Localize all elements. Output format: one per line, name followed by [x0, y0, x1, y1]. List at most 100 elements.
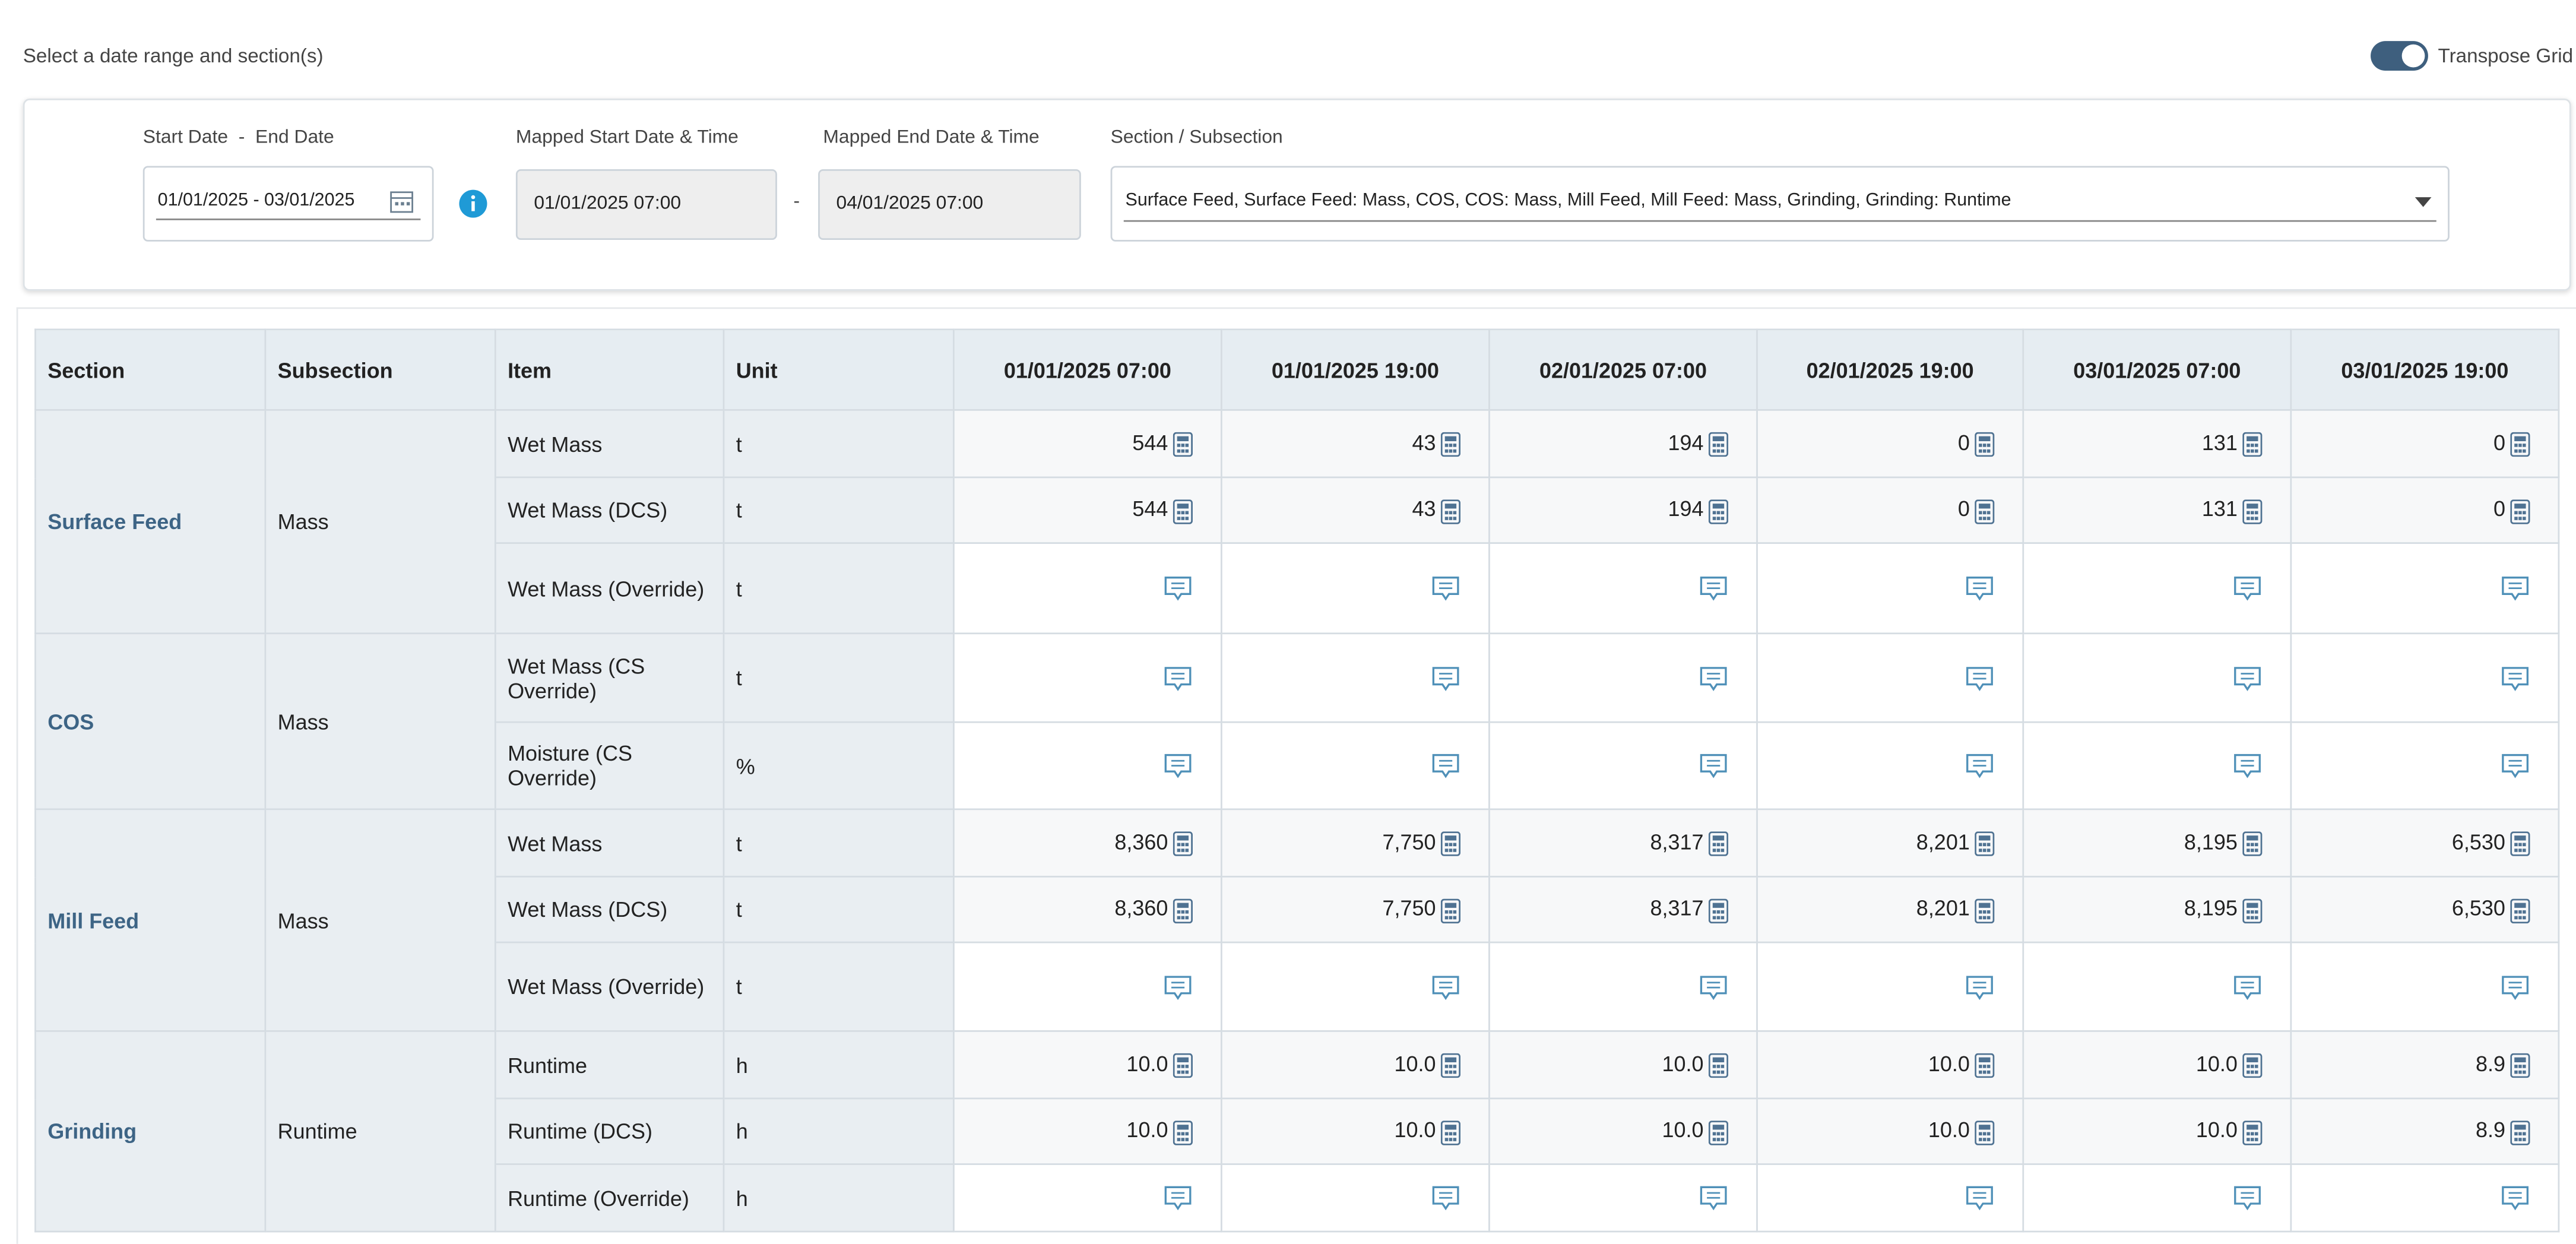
column-header: 01/01/2025 07:00 — [952, 328, 1222, 411]
calculator-icon[interactable] — [1440, 831, 1461, 856]
calculator-icon[interactable] — [1173, 1053, 1193, 1078]
calculator-icon[interactable] — [1975, 1053, 1995, 1078]
value-cell: 10.0 — [2022, 1030, 2292, 1100]
value: 7,750 — [1382, 830, 1436, 854]
calculator-icon[interactable] — [2242, 1119, 2263, 1145]
calculator-icon[interactable] — [1173, 432, 1193, 457]
comment-icon[interactable] — [1965, 753, 1995, 779]
comment-icon[interactable] — [1431, 1185, 1460, 1211]
value-cell: 7,750 — [1221, 875, 1490, 944]
comment-icon[interactable] — [1431, 665, 1460, 691]
data-grid: Section Subsection Item Unit 01/01/2025 07:0… — [34, 328, 2560, 1233]
calculator-icon[interactable] — [1440, 898, 1461, 923]
comment-icon[interactable] — [1163, 1185, 1193, 1211]
comment-icon[interactable] — [1965, 1185, 1995, 1211]
comment-icon[interactable] — [2233, 1185, 2263, 1211]
calculator-icon[interactable] — [1708, 432, 1729, 457]
comment-icon[interactable] — [1965, 665, 1995, 691]
calculator-icon[interactable] — [2242, 432, 2263, 457]
value: 10.0 — [1928, 1118, 1970, 1143]
calendar-icon — [390, 191, 413, 213]
item-cell: Runtime (Override) — [494, 1163, 725, 1233]
comment-icon[interactable] — [1163, 753, 1193, 779]
comment-icon[interactable] — [2501, 1185, 2530, 1211]
calculator-icon[interactable] — [1440, 432, 1461, 457]
comment-icon[interactable] — [2501, 575, 2530, 602]
comment-icon[interactable] — [1699, 1185, 1728, 1211]
item-cell: Wet Mass (DCS) — [494, 476, 725, 544]
calculator-icon[interactable] — [2510, 831, 2530, 856]
calculator-icon[interactable] — [1173, 1119, 1193, 1145]
value: 194 — [1668, 430, 1704, 455]
calculator-icon[interactable] — [1975, 498, 1995, 524]
comment-icon[interactable] — [2501, 753, 2530, 779]
calculator-icon[interactable] — [1975, 1119, 1995, 1145]
mapped-start-label: Mapped Start Date & Time — [515, 128, 739, 148]
column-header: Unit — [723, 328, 955, 411]
calculator-icon[interactable] — [1440, 1119, 1461, 1145]
column-header: Item — [494, 328, 725, 411]
value-cell: 8.9 — [2290, 1097, 2560, 1165]
comment-icon[interactable] — [1431, 974, 1460, 1000]
value-cell — [1756, 542, 2024, 635]
comment-icon[interactable] — [2501, 665, 2530, 691]
value: 43 — [1412, 496, 1436, 522]
value: 04/01/2025 07:00 — [836, 194, 984, 214]
data-row: Mill Feed Mass Wet Mass t 8,360 7,750 8,317 8,2… — [34, 808, 2560, 1032]
unit-cell: t — [723, 808, 955, 878]
value-cell: 10.0 — [1488, 1030, 1758, 1100]
calculator-icon[interactable] — [1440, 1053, 1461, 1078]
comment-icon[interactable] — [1699, 753, 1728, 779]
calculator-icon[interactable] — [1173, 898, 1193, 923]
section-select[interactable]: Surface Feed, Surface Feed: Mass, COS, C… — [1110, 166, 2450, 242]
transpose-toggle[interactable] — [2371, 41, 2428, 71]
calculator-icon[interactable] — [2510, 1053, 2530, 1078]
header-row: Section Subsection Item Unit 01/01/2025 07:0… — [34, 328, 2560, 411]
comment-icon[interactable] — [1965, 974, 1995, 1000]
value-cell: 10.0 — [1488, 1097, 1758, 1165]
info-icon[interactable] — [458, 189, 488, 219]
comment-icon[interactable] — [1431, 753, 1460, 779]
comment-icon[interactable] — [2501, 974, 2530, 1000]
calculator-icon[interactable] — [1440, 498, 1461, 524]
comment-icon[interactable] — [2233, 974, 2263, 1000]
comment-icon[interactable] — [2233, 575, 2263, 602]
value-cell — [1488, 721, 1758, 811]
comment-icon[interactable] — [2233, 753, 2263, 779]
value: 0 — [2493, 430, 2505, 455]
calculator-icon[interactable] — [1708, 498, 1729, 524]
calculator-icon[interactable] — [2510, 898, 2530, 923]
comment-icon[interactable] — [1699, 974, 1728, 1000]
comment-icon[interactable] — [1431, 575, 1460, 602]
calculator-icon[interactable] — [1708, 1053, 1729, 1078]
comment-icon[interactable] — [1699, 665, 1728, 691]
calculator-icon[interactable] — [1173, 498, 1193, 524]
calculator-icon[interactable] — [2510, 432, 2530, 457]
mapped-start: 01/01/2025 07:00 — [515, 169, 777, 240]
column-header: 02/01/2025 07:00 — [1488, 328, 1758, 411]
calculator-icon[interactable] — [1975, 898, 1995, 923]
calculator-icon[interactable] — [1975, 432, 1995, 457]
calculator-icon[interactable] — [2242, 898, 2263, 923]
comment-icon[interactable] — [1163, 575, 1193, 602]
calculator-icon[interactable] — [2242, 1053, 2263, 1078]
value-cell — [1756, 632, 2024, 723]
comment-icon[interactable] — [1163, 665, 1193, 691]
unit-cell: % — [723, 721, 955, 811]
calculator-icon[interactable] — [2510, 498, 2530, 524]
comment-icon[interactable] — [1965, 575, 1995, 602]
calculator-icon[interactable] — [1708, 831, 1729, 856]
calculator-icon[interactable] — [2510, 1119, 2530, 1145]
calculator-icon[interactable] — [1708, 898, 1729, 923]
filter-card — [23, 99, 2571, 291]
calculator-icon[interactable] — [2242, 831, 2263, 856]
calculator-icon[interactable] — [1173, 831, 1193, 856]
calculator-icon[interactable] — [2242, 498, 2263, 524]
calculator-icon[interactable] — [1708, 1119, 1729, 1145]
unit-cell: t — [723, 409, 955, 479]
comment-icon[interactable] — [2233, 665, 2263, 691]
date-input[interactable]: 01/01/2025 - 03/01/2025 — [142, 166, 434, 242]
comment-icon[interactable] — [1163, 974, 1193, 1000]
calculator-icon[interactable] — [1975, 831, 1995, 856]
comment-icon[interactable] — [1699, 575, 1728, 602]
